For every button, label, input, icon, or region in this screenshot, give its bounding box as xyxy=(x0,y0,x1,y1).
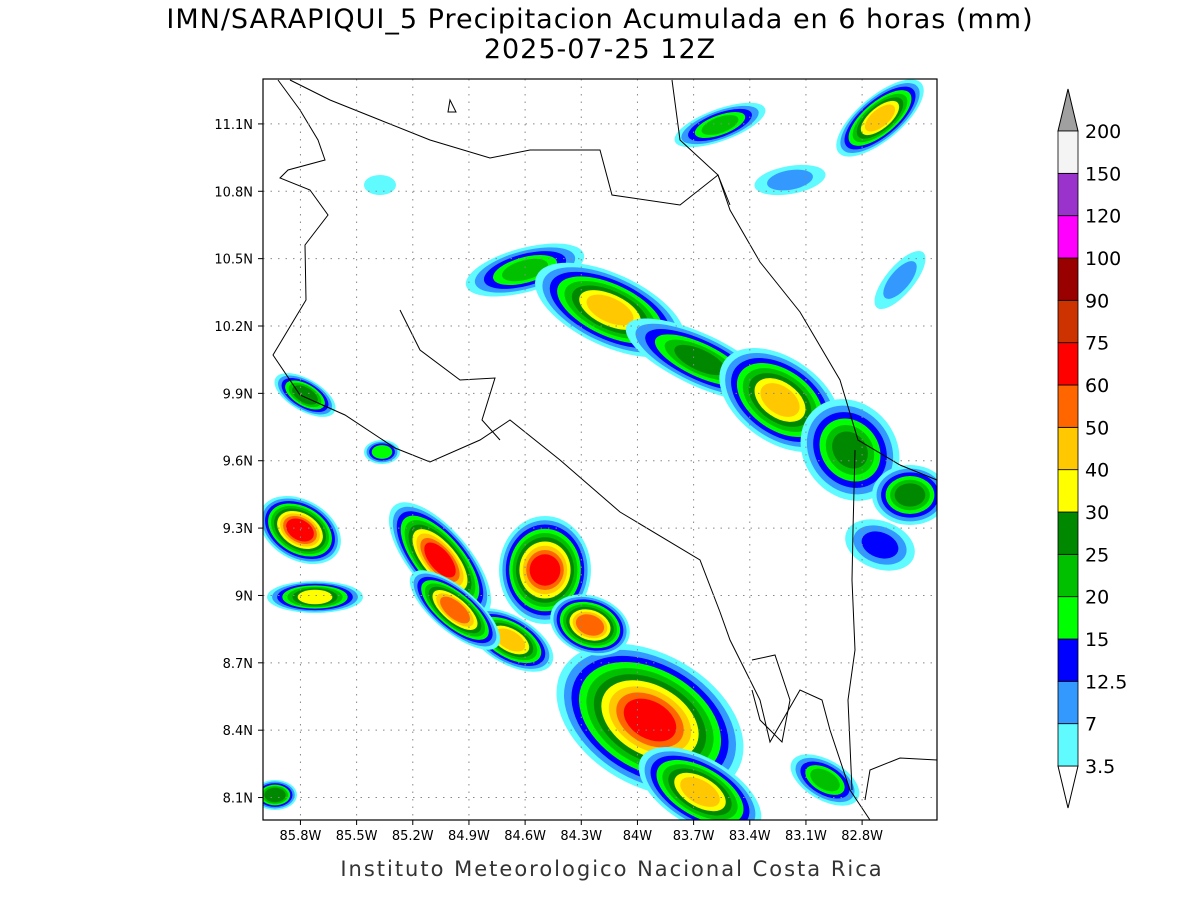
osa-peninsula xyxy=(751,654,791,744)
lon-label: 83.4W xyxy=(729,829,771,844)
lon-label: 84.3W xyxy=(560,829,602,844)
colorbar-label: 20 xyxy=(1085,587,1109,609)
colorbar-label: 150 xyxy=(1085,163,1121,185)
precip-contour xyxy=(894,483,926,507)
subtitle: 2025-07-25 12Z xyxy=(484,34,716,65)
panama-border xyxy=(847,449,856,791)
lat-label: 11.1N xyxy=(214,118,253,133)
precip-contour xyxy=(529,554,561,586)
lon-label: 85.8W xyxy=(280,829,322,844)
colorbar-label: 25 xyxy=(1085,544,1109,566)
colorbar-label: 12.5 xyxy=(1085,671,1127,693)
precip-contour xyxy=(864,104,896,132)
precip-contour xyxy=(575,614,605,636)
colorbar-band xyxy=(1057,511,1079,555)
lon-label: 84.9W xyxy=(448,829,490,844)
colorbar-label: 7 xyxy=(1085,714,1097,736)
precip-contour xyxy=(440,596,470,624)
lat-label: 10.2N xyxy=(214,320,253,335)
lon-label: 85.5W xyxy=(336,829,378,844)
colorbar-label: 60 xyxy=(1085,375,1109,397)
gulf-of-nicoya xyxy=(399,309,501,441)
island xyxy=(447,98,457,113)
colorbar-band xyxy=(1057,723,1079,767)
colorbar-label: 100 xyxy=(1085,248,1121,270)
colorbar-band xyxy=(1057,215,1079,259)
colorbar-label: 15 xyxy=(1085,629,1109,651)
colorbar-label: 200 xyxy=(1085,121,1121,143)
lon-label: 82.8W xyxy=(841,829,883,844)
precip-contour xyxy=(586,294,634,326)
precip-contour xyxy=(883,261,917,299)
lon-label: 83.1W xyxy=(785,829,827,844)
map-frame xyxy=(262,78,938,821)
precip-contour xyxy=(371,445,393,459)
colorbar-label: 40 xyxy=(1085,460,1109,482)
precip-contour xyxy=(297,589,333,605)
colorbar: 3.5 7 12.5 15 20 25 30 40 50 60 75 90 100 120 150 200 xyxy=(1057,88,1127,809)
precip-field xyxy=(263,79,937,820)
precip-contour xyxy=(760,383,800,417)
graticule: 11.1N 10.8N 10.5N 10.2N 9.9N 9.6N 9.3N 9N 8.7N 8.… xyxy=(214,79,937,844)
coastlines xyxy=(272,79,937,820)
colorbar-band xyxy=(1057,596,1079,640)
colorbar-band xyxy=(1057,172,1079,217)
precip-contour xyxy=(264,787,286,803)
colorbar-band xyxy=(1057,257,1079,301)
precip-contour xyxy=(680,777,720,807)
precip-contour xyxy=(861,531,899,559)
precip-contour xyxy=(494,628,526,652)
lat-label: 8.4N xyxy=(223,724,253,739)
precip-contour xyxy=(701,115,739,135)
colorbar-over xyxy=(1057,88,1079,132)
colorbar-label: 30 xyxy=(1085,502,1109,524)
precip-contour xyxy=(810,768,840,792)
title: IMN/SARAPIQUI_5 Precipitacion Acumulada … xyxy=(166,4,1033,35)
caribbean-coast xyxy=(671,79,937,481)
lat-label: 9.9N xyxy=(223,387,253,402)
colorbar-label: 90 xyxy=(1085,290,1109,312)
colorbar-label: 75 xyxy=(1085,333,1109,355)
nicaragua-border xyxy=(289,79,731,206)
colorbar-band xyxy=(1057,469,1079,513)
colorbar-band xyxy=(1057,426,1079,471)
colorbar-label: 50 xyxy=(1085,417,1109,439)
lat-label: 9.6N xyxy=(223,455,253,470)
colorbar-band xyxy=(1057,638,1079,682)
lat-label: 8.7N xyxy=(223,657,253,672)
precip-contour xyxy=(674,344,726,376)
colorbar-band xyxy=(1057,384,1079,428)
colorbar-band xyxy=(1057,553,1079,598)
lat-label: 8.1N xyxy=(223,792,253,807)
lat-label: 9.3N xyxy=(223,522,253,537)
colorbar-band xyxy=(1057,680,1079,725)
precip-contour xyxy=(424,542,456,578)
lon-label: 85.2W xyxy=(392,829,434,844)
footer: Instituto Meteorologico Nacional Costa R… xyxy=(340,857,883,881)
precip-contour xyxy=(364,175,396,195)
burica xyxy=(864,757,937,801)
colorbar-band xyxy=(1057,130,1079,174)
pacific-coast xyxy=(272,79,871,820)
lon-label: 84W xyxy=(623,829,653,844)
lat-label: 9N xyxy=(235,589,253,604)
precip-contour xyxy=(623,698,677,742)
colorbar-band xyxy=(1057,342,1079,386)
colorbar-label: 120 xyxy=(1085,206,1121,228)
colorbar-band xyxy=(1057,299,1079,344)
lon-label: 83.7W xyxy=(673,829,715,844)
colorbar-label: 3.5 xyxy=(1085,756,1115,778)
precip-contour xyxy=(767,169,813,191)
precip-contour xyxy=(502,258,548,282)
lon-label: 84.6W xyxy=(504,829,546,844)
lat-label: 10.5N xyxy=(214,253,253,268)
lat-label: 10.8N xyxy=(214,185,253,200)
colorbar-under xyxy=(1057,765,1079,809)
